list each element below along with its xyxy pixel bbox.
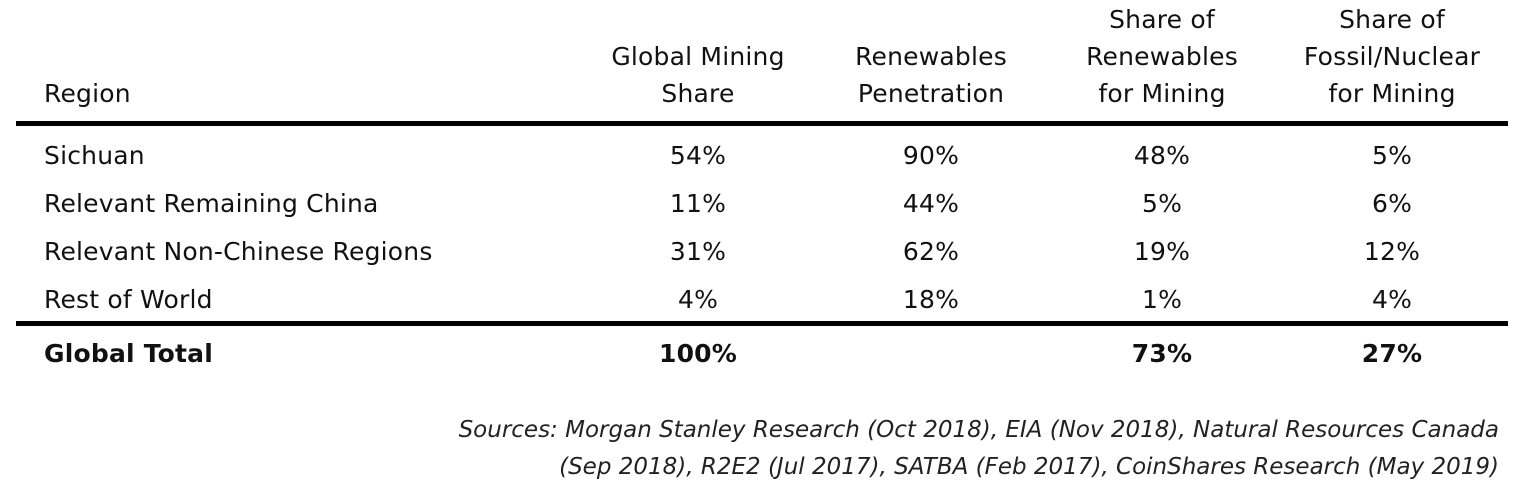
- total-region: Global Total: [44, 339, 214, 368]
- header-share-renewables: Share of Renewables for Mining: [1086, 5, 1238, 108]
- cell-share-fossil: 4%: [1371, 285, 1413, 314]
- table-header: Region Global Mining Share Renewables Pe…: [16, 0, 1508, 120]
- header-divider: [16, 121, 1508, 126]
- cell-global-mining-share: 54%: [669, 141, 727, 170]
- cell-renewables-penetration: 90%: [902, 141, 960, 170]
- cell-region: Sichuan: [44, 141, 145, 170]
- cell-renewables-penetration: 44%: [902, 189, 960, 218]
- sources-note: Sources: Morgan Stanley Research (Oct 20…: [399, 412, 1499, 486]
- cell-share-renewables: 19%: [1133, 237, 1191, 266]
- header-renewables-penetration: Renewables Penetration: [855, 42, 1007, 108]
- table-row: Rest of World 4% 18% 1% 4%: [16, 276, 1508, 324]
- total-global-mining-share: 100%: [658, 339, 738, 368]
- cell-global-mining-share: 31%: [669, 237, 727, 266]
- header-global-mining-share: Global Mining Share: [611, 42, 785, 108]
- header-share-fossil: Share of Fossil/Nuclear for Mining: [1303, 5, 1481, 108]
- cell-share-renewables: 48%: [1133, 141, 1191, 170]
- cell-share-renewables: 5%: [1141, 189, 1183, 218]
- total-share-renewables: 73%: [1131, 339, 1193, 368]
- table-row: Relevant Non-Chinese Regions 31% 62% 19%…: [16, 228, 1508, 276]
- cell-share-fossil: 12%: [1363, 237, 1421, 266]
- cell-region: Relevant Remaining China: [44, 189, 379, 218]
- cell-share-fossil: 5%: [1371, 141, 1413, 170]
- cell-global-mining-share: 4%: [677, 285, 719, 314]
- cell-region: Rest of World: [44, 285, 213, 314]
- mining-energy-table: Region Global Mining Share Renewables Pe…: [16, 0, 1508, 368]
- header-region: Region: [44, 79, 131, 108]
- cell-renewables-penetration: 18%: [902, 285, 960, 314]
- table-row: Relevant Remaining China 11% 44% 5% 6%: [16, 180, 1508, 228]
- total-row: Global Total 100% 73% 27%: [16, 330, 1508, 378]
- cell-share-fossil: 6%: [1371, 189, 1413, 218]
- total-share-fossil: 27%: [1361, 339, 1423, 368]
- cell-renewables-penetration: 62%: [902, 237, 960, 266]
- sources-line-2: (Sep 2018), R2E2 (Jul 2017), SATBA (Feb …: [559, 454, 1499, 480]
- total-divider: [16, 321, 1508, 326]
- table-row: Sichuan 54% 90% 48% 5%: [16, 132, 1508, 180]
- sources-line-1: Sources: Morgan Stanley Research (Oct 20…: [458, 417, 1499, 443]
- cell-region: Relevant Non-Chinese Regions: [44, 237, 433, 266]
- cell-share-renewables: 1%: [1141, 285, 1183, 314]
- cell-global-mining-share: 11%: [669, 189, 727, 218]
